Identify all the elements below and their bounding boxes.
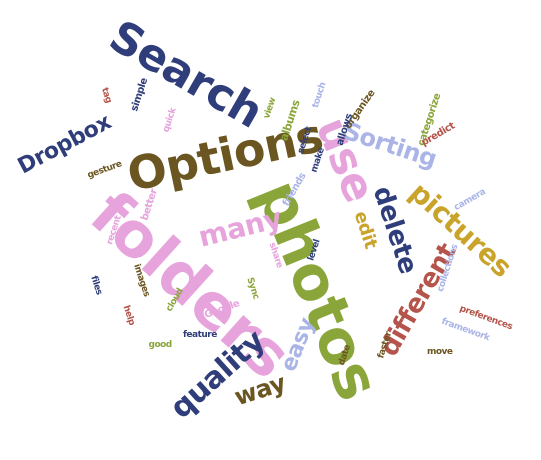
word-camera: camera xyxy=(452,186,488,213)
word-touch: touch xyxy=(310,80,329,109)
word-tag: tag xyxy=(98,86,113,104)
word-gesture: gesture xyxy=(86,158,124,181)
word-feature: feature xyxy=(183,329,217,340)
word-simple: simple xyxy=(129,76,151,113)
word-good: good xyxy=(148,339,173,350)
word-files: files xyxy=(87,274,104,296)
word-help: help xyxy=(120,303,137,326)
word-move: move xyxy=(427,346,453,357)
word-quick: quick xyxy=(160,106,178,134)
word-search: Search xyxy=(100,10,271,139)
